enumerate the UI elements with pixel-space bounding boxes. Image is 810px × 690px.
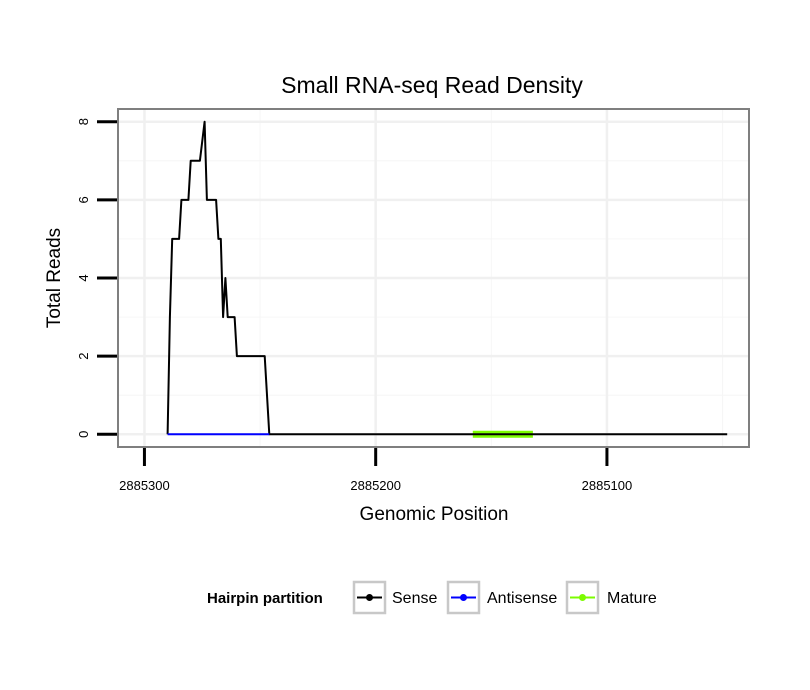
y-axis: 0 2 4 6 8	[76, 118, 117, 438]
x-tick-label: 2885200	[350, 478, 401, 493]
x-axis-title: Genomic Position	[360, 504, 509, 525]
y-axis-title: Total Reads	[44, 228, 65, 328]
grid-lines	[119, 110, 748, 446]
legend-label-mature: Mature	[607, 590, 657, 607]
legend-item-antisense: Antisense	[446, 580, 557, 615]
legend-dot-antisense	[460, 594, 467, 601]
legend-label-antisense: Antisense	[487, 590, 557, 607]
chart-title: Small RNA-seq Read Density	[281, 72, 583, 98]
y-tick-label: 0	[76, 431, 91, 438]
y-tick-label: 6	[76, 196, 91, 203]
legend-dot-sense	[366, 594, 373, 601]
legend-label-sense: Sense	[392, 590, 437, 607]
legend-item-mature: Mature	[565, 580, 657, 615]
y-tick-label: 2	[76, 352, 91, 359]
series-layer	[166, 120, 728, 438]
y-tick-label: 8	[76, 118, 91, 125]
series-line-sense	[166, 120, 728, 436]
x-axis: 2885300 2885200 2885100	[119, 448, 632, 493]
legend-title: Hairpin partition	[207, 590, 323, 607]
x-tick-label: 2885300	[119, 478, 170, 493]
legend-dot-mature	[579, 594, 586, 601]
legend: Hairpin partition Sense Antisense Mature	[207, 580, 657, 615]
y-tick-label: 4	[76, 274, 91, 281]
legend-item-sense: Sense	[352, 580, 437, 615]
x-tick-label: 2885100	[582, 478, 633, 493]
